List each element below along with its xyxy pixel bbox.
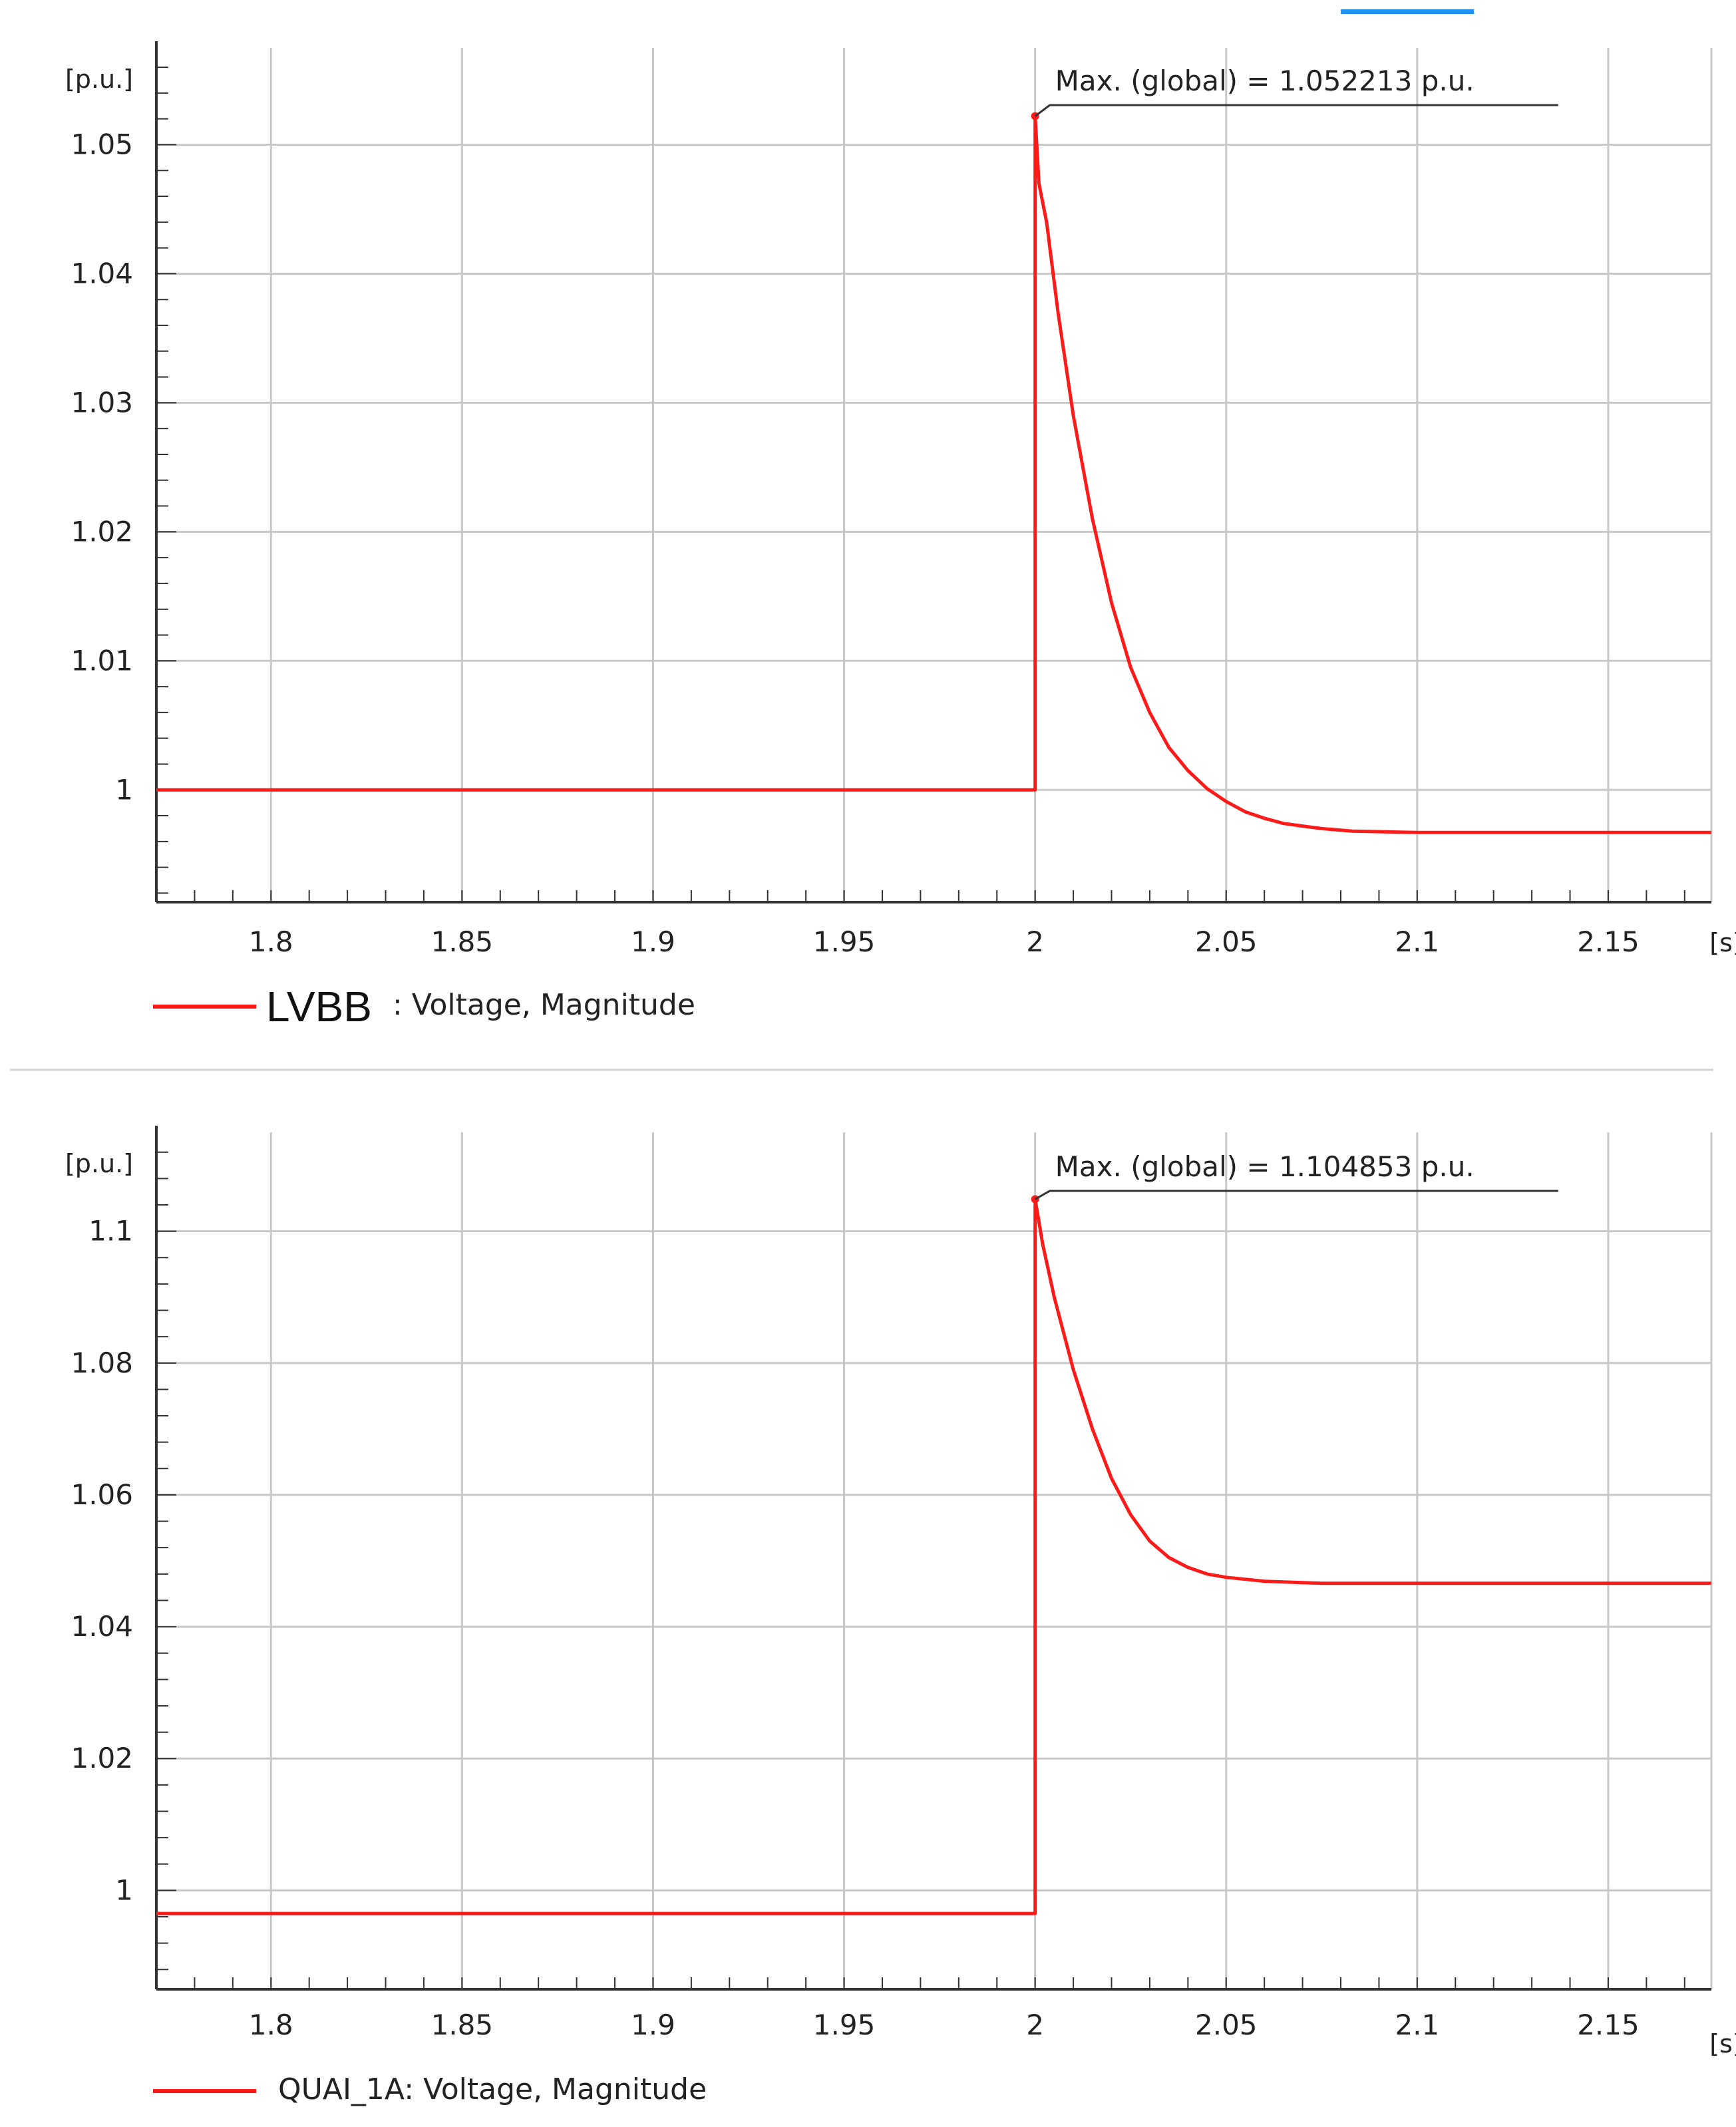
x-tick-label: 2.15 [1577, 925, 1640, 958]
chart-quai-1a-voltage: 1.8 1.85 1.9 1.95 2 2.05 2.1 2.15 1 1.02 1.04 1.06 1… [65, 1126, 1736, 2106]
series-line [156, 1198, 1711, 1915]
annotation-label: Max. (global) = 1.104853 p.u. [1055, 1150, 1475, 1183]
x-axis-unit-label: [s] [1709, 928, 1736, 957]
y-tick-label: 1.03 [71, 386, 133, 418]
x-tick-label: 1.95 [813, 2009, 876, 2041]
y-tick-label: 1.1 [88, 1215, 133, 1247]
x-tick-label: 2 [1026, 925, 1044, 958]
x-tick-label: 1.8 [249, 925, 293, 958]
y-tick-label: 1.08 [71, 1347, 133, 1379]
y-tick-label: 1.05 [71, 128, 133, 160]
x-tick-label: 2.05 [1195, 2009, 1258, 2041]
y-tick-label: 1 [115, 1874, 133, 1906]
x-tick-label: 1.85 [431, 925, 494, 958]
x-tick-label: 1.9 [631, 925, 675, 958]
series-line [156, 114, 1711, 834]
legend-series-name: LVBB [266, 983, 372, 1031]
x-tick-label: 2.15 [1577, 2009, 1640, 2041]
chart-lvbb-voltage: 1.8 1.85 1.9 1.95 2 2.05 2.1 2.15 1 1.01 1.02 1.03 1… [65, 41, 1736, 1031]
legend-series-description: : Voltage, Magnitude [393, 988, 695, 1022]
legend-series-description: QUAI_1A: Voltage, Magnitude [278, 2072, 707, 2106]
y-tick-label: 1.02 [71, 1742, 133, 1774]
annotation-leader [1034, 1190, 1558, 1200]
top-accent-bar [1341, 9, 1474, 14]
y-axis-unit-label: [p.u.] [65, 1149, 133, 1178]
x-tick-label: 2 [1026, 2009, 1044, 2041]
x-tick-label: 1.9 [631, 2009, 675, 2041]
annotation-label: Max. (global) = 1.052213 p.u. [1055, 65, 1475, 97]
x-tick-label: 2.1 [1395, 2009, 1439, 2041]
x-tick-label: 1.95 [813, 925, 876, 958]
x-axis-unit-label: [s] [1709, 2029, 1736, 2058]
y-tick-label: 1 [115, 773, 133, 806]
y-tick-label: 1.04 [71, 1610, 133, 1643]
x-tick-label: 2.05 [1195, 925, 1258, 958]
y-tick-label: 1.06 [71, 1478, 133, 1511]
annotation-leader [1034, 104, 1558, 117]
y-tick-label: 1.01 [71, 644, 133, 677]
x-tick-label: 1.85 [431, 2009, 494, 2041]
y-axis-unit-label: [p.u.] [65, 65, 133, 94]
x-tick-label: 2.1 [1395, 925, 1439, 958]
x-tick-label: 1.8 [249, 2009, 293, 2041]
y-tick-label: 1.04 [71, 257, 133, 289]
y-tick-label: 1.02 [71, 515, 133, 548]
